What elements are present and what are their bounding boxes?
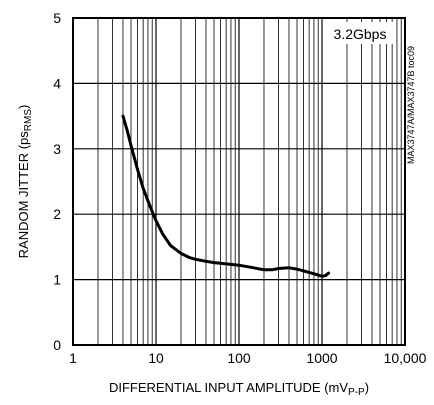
x-tick-label: 10 bbox=[148, 350, 164, 366]
y-tick-label: 5 bbox=[53, 10, 61, 26]
y-tick-label: 2 bbox=[53, 206, 61, 222]
y-axis-label-end: ) bbox=[16, 105, 31, 109]
y-tick-label: 1 bbox=[53, 272, 61, 288]
x-tick-label: 100 bbox=[227, 350, 251, 366]
minor-grid bbox=[97, 18, 402, 345]
series-layer bbox=[121, 114, 331, 278]
annotation-label: 3.2Gbps bbox=[334, 26, 387, 42]
y-tick-label: 0 bbox=[53, 337, 61, 353]
x-tick-label: 1 bbox=[69, 350, 77, 366]
y-axis-label: RANDOM JITTER (psRMS) bbox=[16, 105, 34, 259]
x-axis-label: DIFFERENTIAL INPUT AMPLITUDE (mVP-P) bbox=[109, 380, 369, 398]
x-tick-label: 1000 bbox=[306, 350, 337, 366]
x-axis-label-subscript: P-P bbox=[348, 387, 365, 398]
y-tick-label: 4 bbox=[53, 75, 61, 91]
series-line bbox=[121, 114, 331, 278]
part-number-label: MAX3747A/MAX3747B toc09 bbox=[406, 46, 416, 164]
x-axis-label-end: ) bbox=[365, 380, 369, 395]
plot-frame bbox=[72, 17, 406, 346]
y-axis-label-main: RANDOM JITTER (ps bbox=[16, 131, 31, 259]
x-tick-label: 10,000 bbox=[384, 350, 427, 366]
x-axis-label-main: DIFFERENTIAL INPUT AMPLITUDE (mV bbox=[109, 380, 348, 395]
y-tick-label: 3 bbox=[53, 141, 61, 157]
y-axis-label-subscript: RMS bbox=[23, 109, 34, 132]
annotation-box: 3.2Gbps bbox=[327, 22, 393, 44]
